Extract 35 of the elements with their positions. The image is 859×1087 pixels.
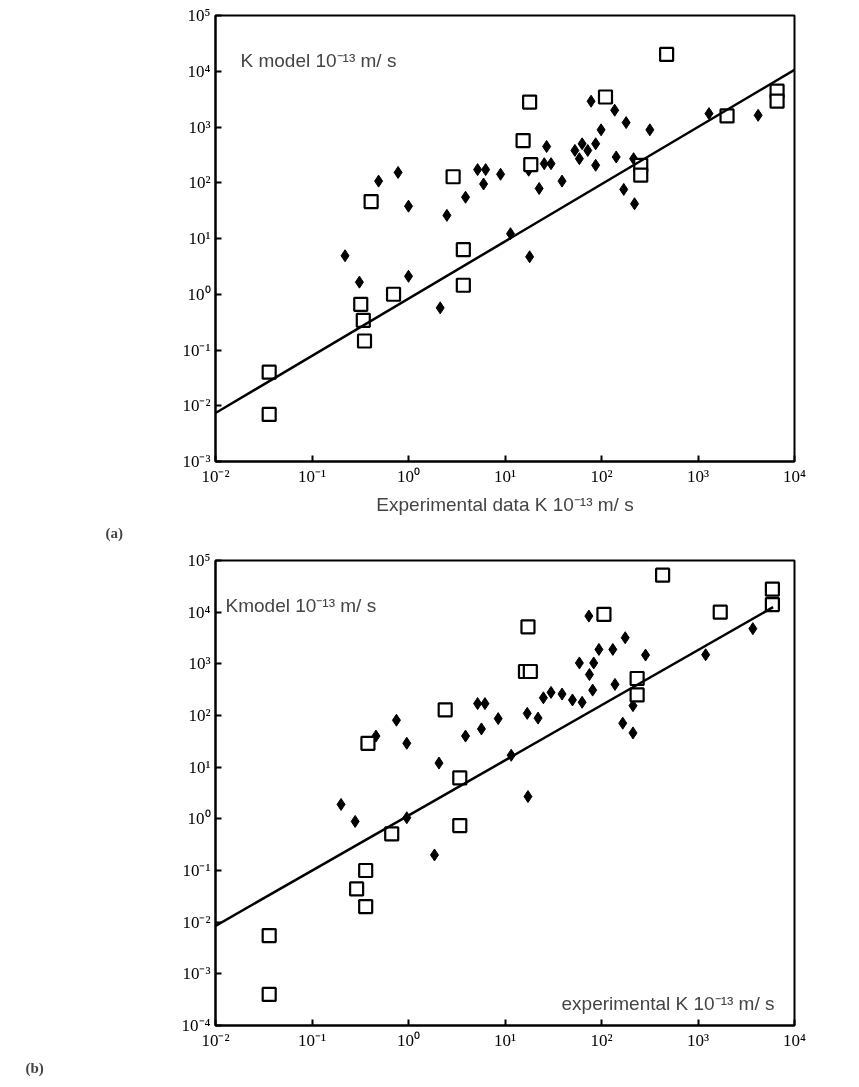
y-tick-label: 10⁻³ xyxy=(182,964,211,984)
x-tick-label: 10³ xyxy=(686,1030,710,1050)
x-tick-label: 10⁴ xyxy=(783,1030,807,1050)
y-tick-label: 10² xyxy=(188,706,211,725)
x-axis-title: experimental K 10⁻¹³ m/ s xyxy=(561,992,775,1014)
y-tick-label: 10³ xyxy=(188,654,211,674)
text: (a) xyxy=(105,524,123,542)
x-tick-label: 10⁰ xyxy=(397,466,420,486)
y-axis-title: K model 10⁻¹³ m/ s xyxy=(240,49,397,71)
text: (b) xyxy=(25,1059,44,1077)
y-tick-label: 10⁵ xyxy=(187,6,211,25)
y-tick-label: 10⁻¹ xyxy=(182,340,211,360)
y-tick-label: 10⁴ xyxy=(187,602,211,622)
y-tick-label: 10² xyxy=(188,173,211,193)
x-tick-label: 10⁰ xyxy=(397,1030,420,1050)
x-tick-label: 10¹ xyxy=(493,1030,517,1050)
y-tick-label: 10⁵ xyxy=(187,551,211,570)
y-tick-label: 10⁻² xyxy=(182,396,211,416)
y-tick-label: 10⁻² xyxy=(182,912,211,932)
y-tick-label: 10¹ xyxy=(188,757,211,777)
y-tick-label: 10⁻¹ xyxy=(182,861,211,880)
x-tick-label: 10³ xyxy=(686,466,710,486)
x-tick-label: 10² xyxy=(590,1030,613,1050)
x-tick-label: 10⁻¹ xyxy=(297,1030,327,1050)
y-axis-title: Kmodel 10⁻¹³ m/ s xyxy=(225,594,377,616)
y-tick-label: 10⁴ xyxy=(187,61,211,81)
y-tick-label: 10⁰ xyxy=(187,809,211,829)
x-axis-title: Experimental data K 10⁻¹³ m/ s xyxy=(376,493,634,515)
y-tick-label: 10³ xyxy=(188,117,211,137)
y-tick-label: 10¹ xyxy=(188,229,211,248)
y-tick-label: 10⁰ xyxy=(187,284,211,304)
x-tick-label: 10² xyxy=(590,466,613,486)
x-tick-label: 10⁴ xyxy=(783,466,807,486)
x-tick-label: 10¹ xyxy=(493,466,517,486)
x-tick-label: 10⁻¹ xyxy=(297,466,327,486)
